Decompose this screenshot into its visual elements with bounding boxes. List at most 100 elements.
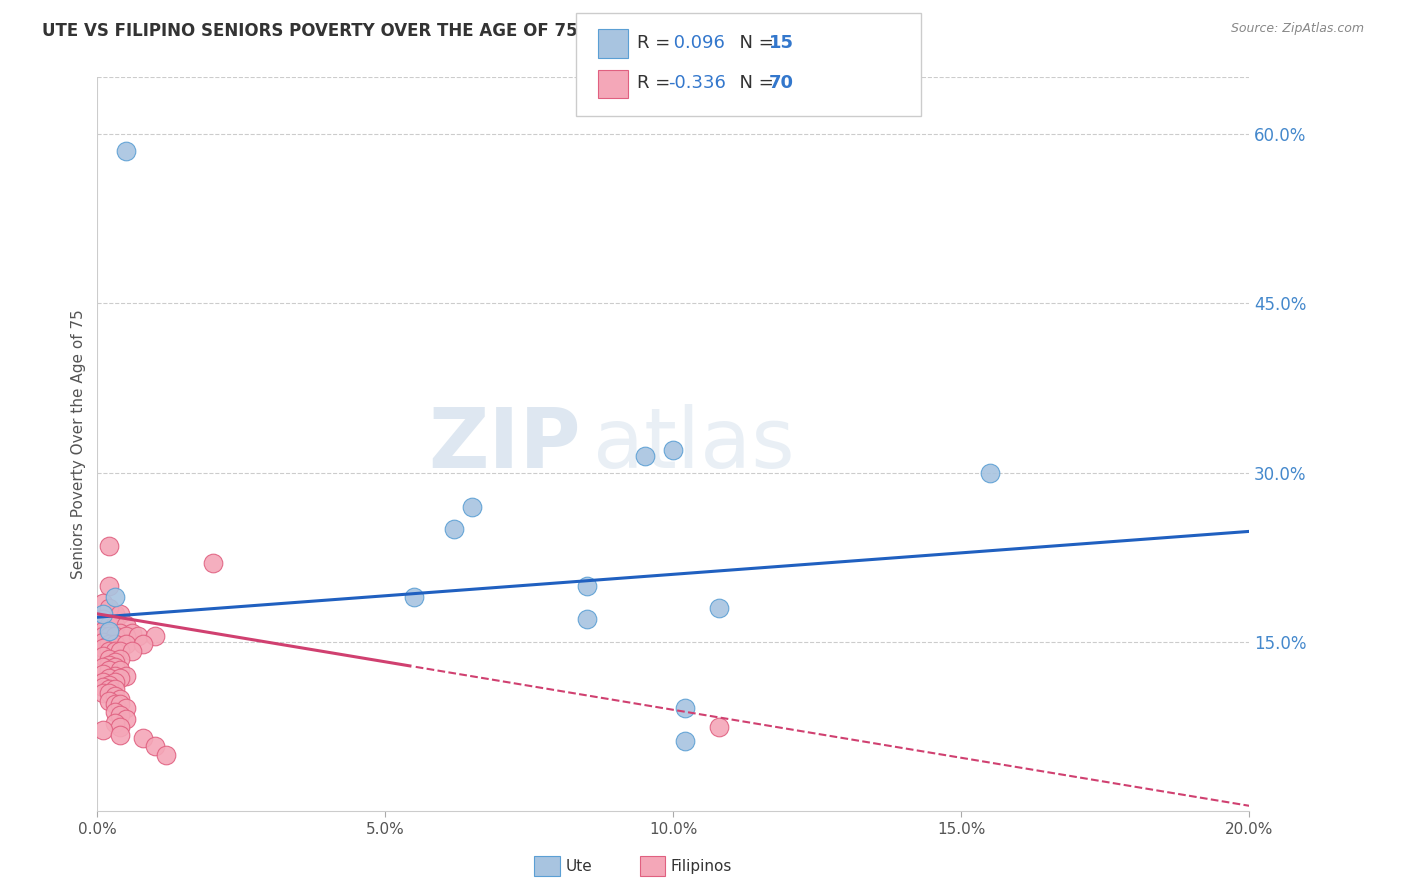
Point: [104, 674, 127, 689]
Point: [91, 640, 114, 655]
Point: [110, 607, 132, 621]
Point: [97, 637, 120, 651]
Point: [155, 747, 177, 762]
Point: [115, 629, 138, 643]
Point: [121, 644, 143, 658]
Point: [91, 674, 114, 689]
Point: [97, 686, 120, 700]
Point: [104, 644, 127, 658]
Point: [673, 734, 696, 748]
Point: [97, 663, 120, 677]
Text: Ute: Ute: [565, 859, 592, 873]
Point: [91, 680, 114, 694]
Point: [461, 500, 484, 514]
Point: [633, 449, 655, 463]
Point: [97, 618, 120, 632]
Point: [104, 716, 127, 731]
Text: Source: ZipAtlas.com: Source: ZipAtlas.com: [1230, 22, 1364, 36]
Point: [110, 708, 132, 723]
Point: [104, 590, 127, 604]
Point: [110, 626, 132, 640]
Point: [104, 705, 127, 719]
Point: [110, 728, 132, 742]
Point: [91, 648, 114, 663]
Point: [575, 578, 598, 592]
Text: R =: R =: [637, 74, 676, 92]
Text: UTE VS FILIPINO SENIORS POVERTY OVER THE AGE OF 75 CORRELATION CHART: UTE VS FILIPINO SENIORS POVERTY OVER THE…: [42, 22, 783, 40]
Point: [115, 669, 138, 683]
Point: [121, 626, 143, 640]
Point: [91, 723, 114, 738]
Text: Filipinos: Filipinos: [671, 859, 733, 873]
Point: [91, 629, 114, 643]
Point: [110, 652, 132, 666]
Text: 70: 70: [769, 74, 794, 92]
Text: atlas: atlas: [593, 404, 794, 485]
Point: [115, 700, 138, 714]
Point: [110, 691, 132, 706]
Point: [104, 682, 127, 697]
Point: [97, 694, 120, 708]
Point: [143, 629, 166, 643]
Point: [97, 678, 120, 692]
Point: [127, 629, 149, 643]
Point: [104, 607, 127, 621]
Point: [91, 595, 114, 609]
Point: [104, 629, 127, 643]
Point: [110, 720, 132, 734]
Point: [91, 624, 114, 638]
Point: [110, 644, 132, 658]
Point: [104, 656, 127, 670]
Point: [673, 700, 696, 714]
Point: [443, 522, 465, 536]
Point: [115, 144, 138, 158]
Point: [104, 618, 127, 632]
Text: R =: R =: [637, 34, 676, 52]
Point: [91, 607, 114, 621]
Point: [91, 660, 114, 674]
Point: [709, 720, 731, 734]
Point: [115, 712, 138, 726]
Point: [97, 578, 120, 592]
Point: [91, 666, 114, 681]
Point: [91, 686, 114, 700]
Text: N =: N =: [728, 34, 780, 52]
Point: [404, 590, 426, 604]
Point: [115, 618, 138, 632]
Point: [110, 697, 132, 711]
Point: [91, 612, 114, 626]
Point: [104, 637, 127, 651]
Point: [979, 466, 1001, 480]
Point: [115, 637, 138, 651]
Point: [132, 731, 155, 745]
Point: [132, 637, 155, 651]
Point: [97, 624, 120, 638]
Text: 15: 15: [769, 34, 794, 52]
Text: N =: N =: [728, 74, 780, 92]
Point: [97, 671, 120, 685]
Point: [104, 697, 127, 711]
Point: [104, 669, 127, 683]
Point: [91, 635, 114, 649]
Point: [662, 443, 685, 458]
Point: [143, 739, 166, 753]
Y-axis label: Seniors Poverty Over the Age of 75: Seniors Poverty Over the Age of 75: [72, 310, 86, 579]
Point: [97, 682, 120, 697]
Point: [709, 601, 731, 615]
Point: [201, 556, 224, 570]
Text: ZIP: ZIP: [429, 404, 581, 485]
Point: [104, 660, 127, 674]
Point: [110, 663, 132, 677]
Point: [97, 626, 120, 640]
Point: [97, 657, 120, 672]
Text: 0.096: 0.096: [668, 34, 724, 52]
Point: [97, 644, 120, 658]
Point: [104, 690, 127, 704]
Point: [97, 601, 120, 615]
Point: [97, 652, 120, 666]
Point: [110, 671, 132, 685]
Point: [97, 539, 120, 553]
Point: [575, 612, 598, 626]
Point: [97, 629, 120, 643]
Text: -0.336: -0.336: [668, 74, 725, 92]
